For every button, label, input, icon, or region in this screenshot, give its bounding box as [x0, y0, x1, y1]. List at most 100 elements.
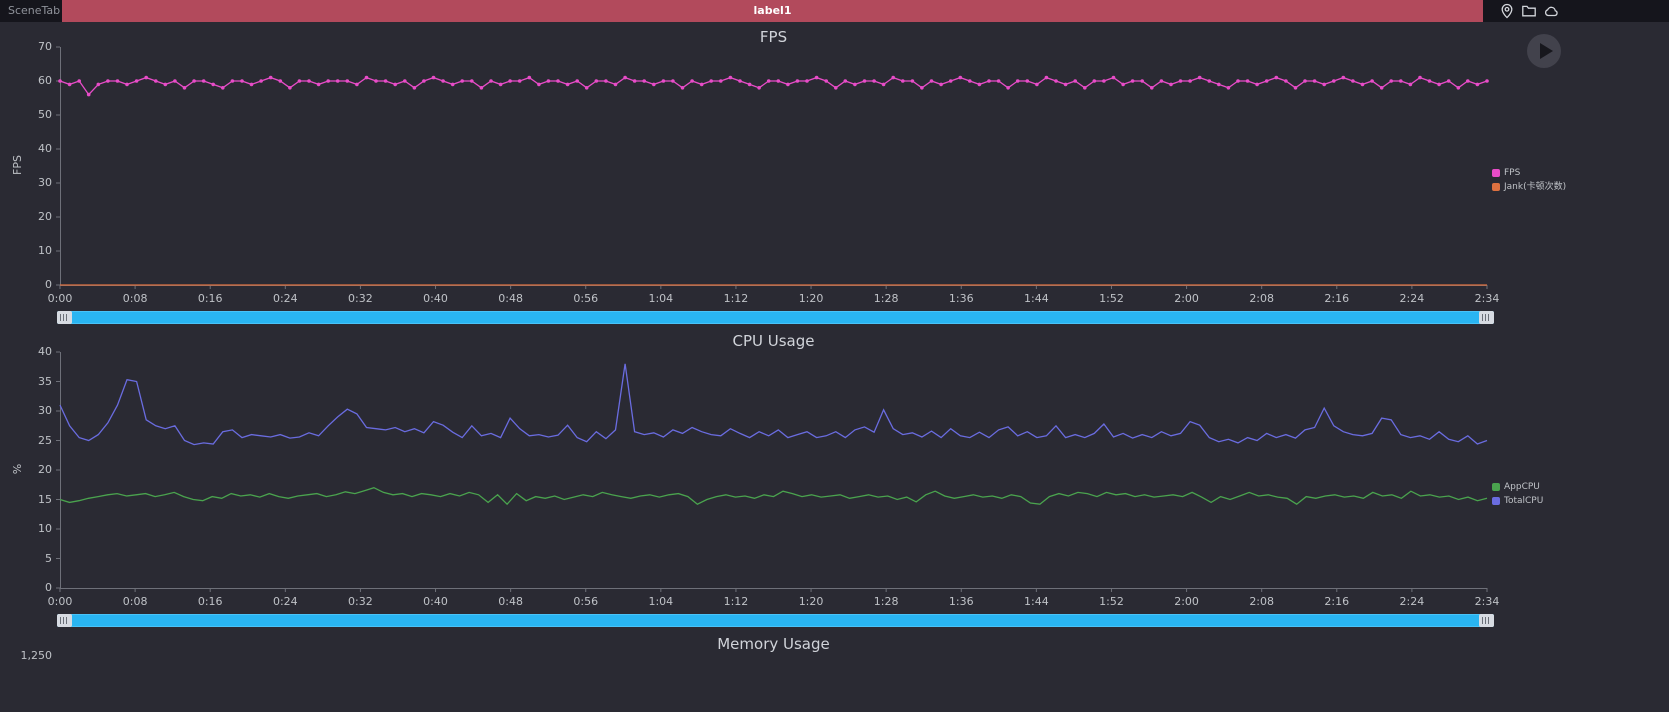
cpu-datazoom-handle-right[interactable]	[1479, 614, 1494, 627]
x-tick-label: 2:34	[1474, 595, 1500, 608]
legend-marker	[1492, 483, 1500, 491]
y-tick-label: 70	[38, 40, 52, 53]
y-tick-label: 10	[38, 522, 52, 535]
legend-marker	[1492, 169, 1500, 177]
memory-chart-title: Memory Usage	[717, 635, 830, 653]
x-tick-label: 2:34	[1474, 292, 1500, 305]
x-tick-label: 0:40	[423, 292, 448, 305]
grip-icon	[1482, 617, 1491, 624]
x-tick-label: 0:48	[498, 292, 523, 305]
x-tick-label: 0:56	[573, 595, 599, 608]
y-tick-label: 60	[38, 74, 52, 87]
play-icon	[1540, 43, 1553, 59]
x-tick-label: 1:04	[648, 595, 674, 608]
legend-item-appcpu[interactable]: AppCPU	[1492, 482, 1543, 492]
legend-marker	[1492, 497, 1500, 505]
x-tick-label: 1:20	[798, 595, 824, 608]
y-tick-label: 30	[38, 404, 52, 417]
x-tick-label: 1:44	[1024, 595, 1049, 608]
x-tick-label: 0:24	[272, 292, 298, 305]
fps-chart-section: FPS FPS 0:00 0:08 0:16 0:24 0:32 0:40 0:48 0:56…	[0, 22, 1669, 309]
x-tick-label: 2:24	[1399, 595, 1425, 608]
folder-icon[interactable]	[1521, 3, 1537, 19]
x-tick-label: 2:16	[1324, 292, 1350, 305]
topbar: SceneTab label1	[0, 0, 1669, 22]
x-tick-label: 0:16	[197, 292, 223, 305]
legend-marker	[1492, 183, 1500, 191]
x-tick-label: 0:00	[47, 595, 73, 608]
x-tick-label: 0:40	[423, 595, 448, 608]
legend-item-fps[interactable]: FPS	[1492, 168, 1566, 178]
fps-line	[59, 76, 1488, 96]
y-tick-label: 40	[38, 345, 52, 358]
x-tick-label: 1:36	[948, 595, 974, 608]
y-tick-label: 20	[38, 210, 52, 223]
x-tick-label: 0:56	[573, 292, 599, 305]
x-tick-label: 0:00	[47, 292, 73, 305]
x-tick-label: 2:08	[1249, 595, 1275, 608]
grip-icon	[60, 314, 69, 321]
tab-label1[interactable]: label1	[62, 0, 1483, 22]
x-tick-label: 0:08	[122, 292, 148, 305]
y-tick-label: 10	[38, 244, 52, 257]
memory-y-tick-label: 1,250	[20, 649, 53, 662]
cpu-datazoom-handle-left[interactable]	[57, 614, 72, 627]
totalcpu-line	[59, 363, 1488, 446]
x-tick-label: 0:24	[272, 595, 298, 608]
x-tick-label: 1:20	[798, 292, 824, 305]
x-tick-label: 1:28	[873, 595, 899, 608]
fps-chart-title: FPS	[759, 28, 788, 46]
fps-plot	[56, 46, 1489, 289]
fps-datazoom-handle-right[interactable]	[1479, 311, 1494, 324]
memory-chart-section: Memory Usage 1,250	[0, 630, 1669, 712]
y-tick-label: 25	[38, 433, 52, 447]
topbar-icons	[1499, 3, 1559, 19]
x-tick-label: 2:00	[1174, 292, 1199, 305]
y-tick-label: 0	[45, 278, 52, 291]
cpu-usage-plot	[56, 351, 1488, 592]
y-tick-label: 40	[38, 142, 52, 155]
y-tick-label: 50	[38, 108, 52, 121]
x-tick-label: 1:52	[1099, 595, 1124, 608]
y-tick-label: 15	[38, 492, 52, 506]
fps-datazoom-slider[interactable]	[57, 311, 1494, 324]
x-tick-label: 2:16	[1324, 595, 1350, 608]
appcpu-line	[59, 487, 1488, 506]
y-tick-label: 35	[38, 374, 52, 388]
cpu-datazoom-slider[interactable]	[57, 614, 1494, 627]
cpu-usage-legend: AppCPU TotalCPU	[1492, 482, 1543, 510]
legend-label: Jank(卡顿次数)	[1504, 182, 1567, 192]
legend-label: FPS	[1504, 168, 1521, 178]
x-tick-label: 2:24	[1399, 292, 1425, 305]
play-button[interactable]	[1527, 34, 1561, 68]
fps-datazoom-handle-left[interactable]	[57, 311, 72, 324]
x-tick-label: 1:12	[723, 595, 749, 608]
x-tick-label: 1:52	[1099, 292, 1124, 305]
legend-item-jank[interactable]: Jank(卡顿次数)	[1492, 182, 1566, 192]
y-tick-label: 5	[45, 551, 52, 565]
location-pin-icon[interactable]	[1499, 3, 1515, 19]
legend-label: TotalCPU	[1504, 496, 1544, 506]
legend-item-totalcpu[interactable]: TotalCPU	[1492, 496, 1543, 506]
x-tick-label: 1:44	[1024, 292, 1049, 305]
app-title: SceneTab	[8, 4, 61, 17]
x-tick-label: 1:36	[948, 292, 974, 305]
fps-legend: FPS Jank(卡顿次数)	[1492, 168, 1566, 196]
grip-icon	[60, 617, 69, 624]
cpu-chart-title: CPU Usage	[732, 332, 815, 350]
x-tick-label: 0:16	[197, 595, 223, 608]
cloud-icon[interactable]	[1543, 3, 1559, 19]
y-tick-label: 20	[38, 463, 52, 476]
x-tick-label: 2:00	[1174, 595, 1199, 608]
legend-label: AppCPU	[1504, 482, 1540, 492]
grip-icon	[1482, 314, 1491, 321]
x-tick-label: 0:32	[348, 292, 373, 305]
x-tick-label: 0:48	[498, 595, 523, 608]
x-tick-label: 1:12	[723, 292, 749, 305]
x-tick-label: 1:28	[873, 292, 899, 305]
x-tick-label: 0:32	[348, 595, 373, 608]
x-tick-label: 2:08	[1249, 292, 1275, 305]
y-tick-label: 30	[38, 176, 52, 189]
x-tick-label: 1:04	[648, 292, 674, 305]
cpu-chart-section: CPU Usage % 0:00 0:08 0:16 0:24 0:32 0:40 0:48…	[0, 330, 1669, 613]
